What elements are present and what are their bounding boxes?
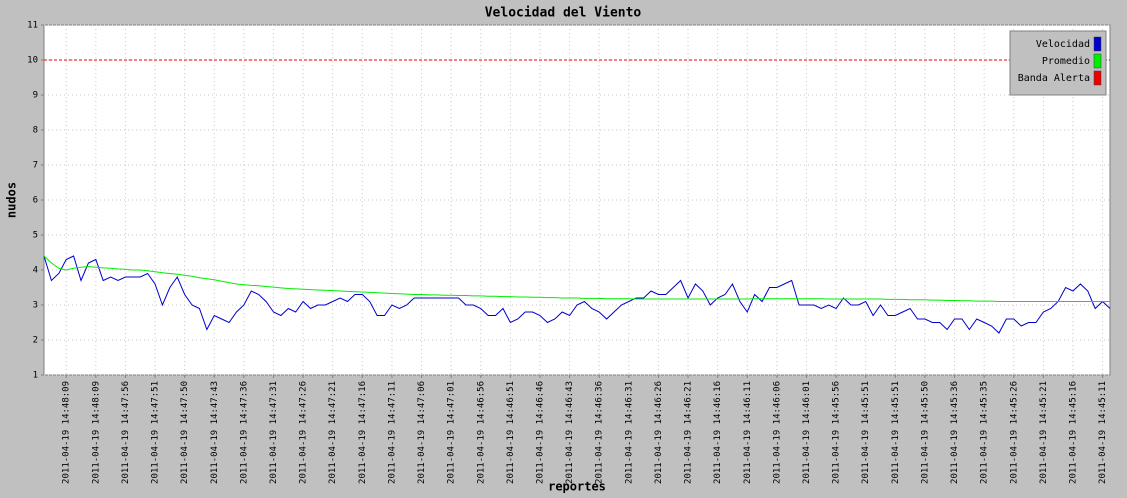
x-tick-label: 2011-04-19 14:46:56: [476, 381, 486, 484]
x-tick-label: 2011-04-19 14:46:43: [565, 381, 575, 484]
series-line: [43, 255, 1111, 334]
x-tick-label: 2011-04-19 14:48:09: [91, 381, 101, 484]
x-tick-label: 2011-04-19 14:45:56: [832, 381, 842, 484]
x-tick-label: 2011-04-19 14:46:31: [624, 381, 634, 484]
y-tick-label: 3: [33, 301, 38, 311]
x-tick-label: 2011-04-19 14:46:06: [772, 381, 782, 484]
x-tick-label: 2011-04-19 14:46:46: [535, 381, 545, 484]
y-tick-label: 9: [33, 91, 38, 101]
y-tick-label: 1: [33, 371, 38, 381]
x-tick-label: 2011-04-19 14:47:21: [328, 381, 338, 484]
x-tick-label: 2011-04-19 14:47:50: [180, 381, 190, 484]
x-tick-label: 2011-04-19 14:45:51: [891, 381, 901, 484]
x-tick-label: 2011-04-19 14:46:01: [802, 381, 812, 484]
legend-label: Banda Alerta: [1018, 73, 1090, 84]
x-tick-label: 2011-04-19 14:47:06: [417, 381, 427, 484]
chart-title: Velocidad del Viento: [485, 6, 642, 21]
x-tick-label: 2011-04-19 14:47:01: [447, 381, 457, 484]
legend-swatch: [1093, 53, 1102, 69]
x-tick-label: 2011-04-19 14:47:43: [210, 381, 220, 484]
x-tick-label: 2011-04-19 14:45:35: [980, 381, 990, 484]
legend-label: Velocidad: [1036, 39, 1090, 50]
x-tick-label: 2011-04-19 14:47:31: [269, 381, 279, 484]
x-tick-label: 2011-04-19 14:46:26: [654, 381, 664, 484]
x-tick-label: 2011-04-19 14:47:16: [358, 381, 368, 484]
x-tick-label: 2011-04-19 14:47:36: [239, 381, 249, 484]
x-tick-label: 2011-04-19 14:46:21: [684, 381, 694, 484]
x-tick-label: 2011-04-19 14:45:11: [1098, 381, 1108, 484]
y-tick-label: 4: [33, 266, 38, 276]
x-axis-title: reportes: [548, 480, 606, 494]
x-tick-label: 2011-04-19 14:45:26: [1009, 381, 1019, 484]
x-tick-label: 2011-04-19 14:45:16: [1068, 381, 1078, 484]
series-line: [43, 255, 1110, 302]
x-tick-label: 2011-04-19 14:46:16: [713, 381, 723, 484]
x-tick-label: 2011-04-19 14:46:51: [506, 381, 516, 484]
legend-box: [1009, 30, 1107, 96]
x-tick-label: 2011-04-19 14:45:36: [950, 381, 960, 484]
x-tick-label: 2011-04-19 14:45:50: [920, 381, 930, 484]
x-tick-label: 2011-04-19 14:46:11: [743, 381, 753, 484]
x-tick-label: 2011-04-19 14:46:36: [595, 381, 605, 484]
legend-swatch: [1093, 70, 1102, 86]
y-tick-label: 10: [27, 56, 38, 66]
y-tick-label: 11: [27, 21, 38, 31]
x-tick-label: 2011-04-19 14:45:21: [1039, 381, 1049, 484]
y-tick-label: 2: [33, 336, 38, 346]
legend-label: Promedio: [1042, 56, 1090, 67]
x-tick-label: 2011-04-19 14:47:11: [387, 381, 397, 484]
x-tick-label: 2011-04-19 14:47:51: [151, 381, 161, 484]
x-tick-label: 2011-04-19 14:45:51: [861, 381, 871, 484]
y-tick-label: 5: [33, 231, 38, 241]
x-tick-label: 2011-04-19 14:47:26: [299, 381, 309, 484]
x-tick-label: 2011-04-19 14:47:56: [121, 381, 131, 484]
y-tick-label: 6: [33, 196, 38, 206]
y-tick-label: 8: [33, 126, 38, 136]
x-tick-label: 2011-04-19 14:48:09: [62, 381, 72, 484]
legend-swatch: [1093, 36, 1102, 52]
y-axis-title: nudos: [5, 182, 19, 218]
y-tick-label: 7: [33, 161, 38, 171]
